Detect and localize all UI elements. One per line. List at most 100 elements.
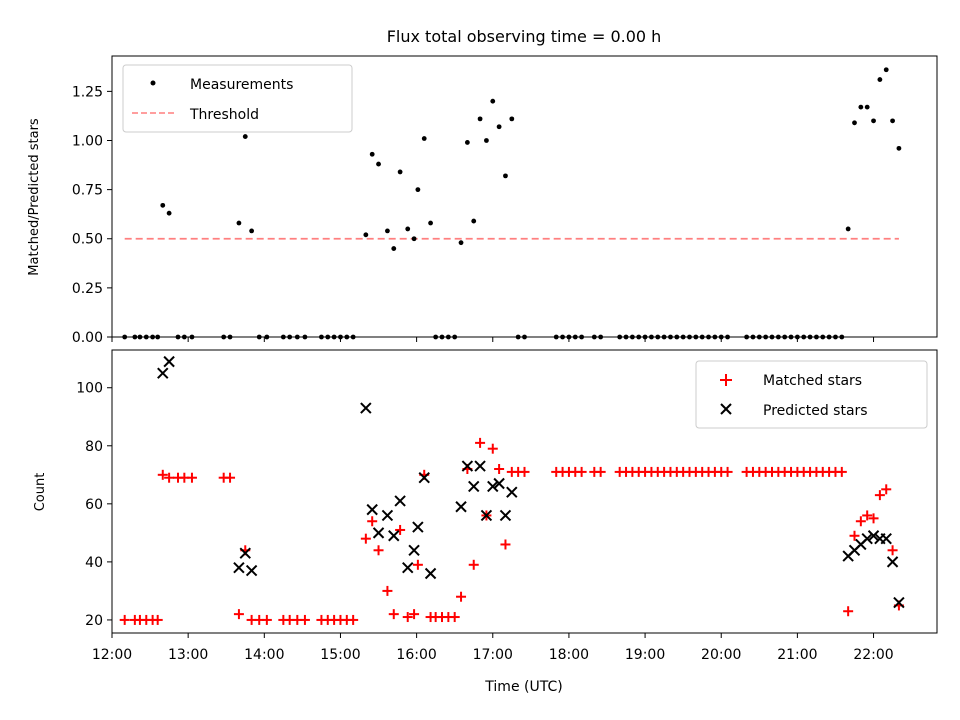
bottom-x-tick-label: 19:00 — [625, 647, 665, 663]
predicted-star-stroke — [412, 521, 424, 533]
measurement-point — [503, 173, 508, 179]
measurement-point — [369, 151, 375, 157]
measurement-point — [883, 67, 889, 73]
predicted-star-stroke — [506, 486, 518, 498]
bottom-legend: Matched stars Predicted stars — [695, 360, 928, 429]
predicted-star-stroke — [886, 556, 899, 568]
matched-stars-points — [119, 437, 904, 625]
measurement-point — [385, 228, 390, 234]
top-y-tick-label: 1.00 — [72, 133, 103, 149]
matched-star-point — [843, 606, 854, 617]
measurement-point — [477, 116, 483, 122]
top-y-tick-label: 0.00 — [72, 330, 103, 346]
matched-star-point — [152, 614, 163, 625]
predicted-star-point — [424, 567, 437, 580]
measurement-point — [458, 240, 464, 246]
measurement-point — [864, 104, 870, 110]
predicted-star-point — [418, 472, 430, 484]
predicted-star-point — [157, 367, 169, 379]
predicted-star-point — [245, 564, 258, 577]
measurement-point — [509, 116, 515, 122]
bottom-x-tick-label: 16:00 — [396, 647, 436, 663]
matched-star-point — [874, 490, 885, 501]
measurement-point — [496, 124, 502, 130]
measurement-point — [415, 187, 421, 193]
bottom-x-axis-label: Time (UTC) — [484, 679, 562, 695]
bottom-x-tick-label: 21:00 — [777, 647, 817, 663]
predicted-star-point — [480, 509, 493, 522]
predicted-star-point — [493, 477, 505, 490]
predicted-star-point — [886, 556, 899, 568]
predicted-star-stroke — [474, 460, 486, 472]
top-legend-box — [122, 64, 353, 133]
predicted-star-point — [360, 402, 372, 414]
predicted-star-point — [388, 530, 400, 542]
predicted-star-stroke — [372, 527, 385, 539]
predicted-star-point — [867, 530, 880, 542]
measurement-point — [464, 140, 470, 145]
legend-threshold-label: Threshold — [189, 107, 259, 123]
measurement-point — [858, 104, 864, 110]
measurement-point — [242, 134, 248, 139]
predicted-star-stroke — [499, 509, 512, 522]
predicted-star-point — [381, 509, 394, 522]
measurement-point — [871, 118, 876, 124]
matched-star-point — [576, 466, 587, 477]
matched-star-point — [367, 516, 378, 527]
bottom-y-tick-label: 80 — [85, 439, 103, 455]
legend-predicted-label: Predicted stars — [763, 403, 868, 419]
measurement-point — [405, 226, 411, 232]
matched-star-point — [360, 533, 371, 544]
matched-star-point — [233, 609, 244, 620]
predicted-star-point — [394, 495, 406, 507]
predicted-star-stroke — [366, 503, 378, 516]
bottom-panel: 20 40 60 80 100 12:00 13:00 14:00 15:00 16:00 17:… — [33, 349, 938, 695]
measurement-point — [249, 228, 255, 234]
bottom-y-axis-label: Count — [33, 473, 48, 512]
measurement-point — [471, 218, 477, 224]
predicted-star-stroke — [468, 480, 480, 493]
predicted-star-point — [412, 521, 424, 533]
predicted-star-stroke — [418, 472, 430, 484]
predicted-star-point — [506, 486, 518, 498]
predicted-star-stroke — [867, 530, 880, 542]
bottom-axes-frame — [111, 349, 938, 634]
matched-star-point — [468, 559, 479, 570]
predicted-star-stroke — [880, 532, 892, 545]
predicted-star-stroke — [487, 480, 499, 493]
measurement-point — [391, 246, 397, 251]
predicted-star-stroke — [381, 509, 394, 522]
matched-star-point — [475, 437, 486, 448]
measurement-point — [166, 210, 172, 216]
predicted-star-point — [163, 355, 175, 368]
matched-star-point — [887, 545, 898, 556]
matched-star-point — [348, 614, 359, 625]
matched-star-point — [119, 614, 130, 625]
matched-star-point — [487, 443, 498, 454]
matched-star-point — [456, 591, 467, 602]
matched-star-point — [855, 516, 866, 527]
matched-star-point — [595, 466, 606, 477]
bottom-x-tick-label: 22:00 — [853, 647, 893, 663]
measurement-point — [852, 120, 857, 126]
predicted-star-point — [861, 532, 873, 545]
measurement-point — [484, 138, 489, 143]
legend-measurements-marker — [150, 80, 156, 86]
bottom-x-tick-label: 20:00 — [701, 647, 741, 663]
top-y-tick-label: 0.25 — [72, 281, 103, 297]
predicted-star-stroke — [861, 532, 873, 545]
predicted-star-stroke — [455, 501, 467, 513]
legend-matched-label: Matched stars — [763, 373, 862, 389]
bottom-x-tick-label: 14:00 — [244, 647, 284, 663]
predicted-star-stroke — [461, 460, 474, 472]
predicted-star-stroke — [245, 564, 258, 577]
bottom-y-tick-label: 20 — [85, 613, 103, 629]
top-y-axis-label: Matched/Predicted stars — [27, 118, 42, 276]
top-axes-frame — [111, 55, 938, 338]
predicted-star-stroke — [402, 561, 414, 574]
matched-star-point — [261, 614, 272, 625]
measurement-point — [363, 232, 369, 238]
measurement-point — [896, 145, 902, 151]
matched-star-point — [299, 614, 310, 625]
